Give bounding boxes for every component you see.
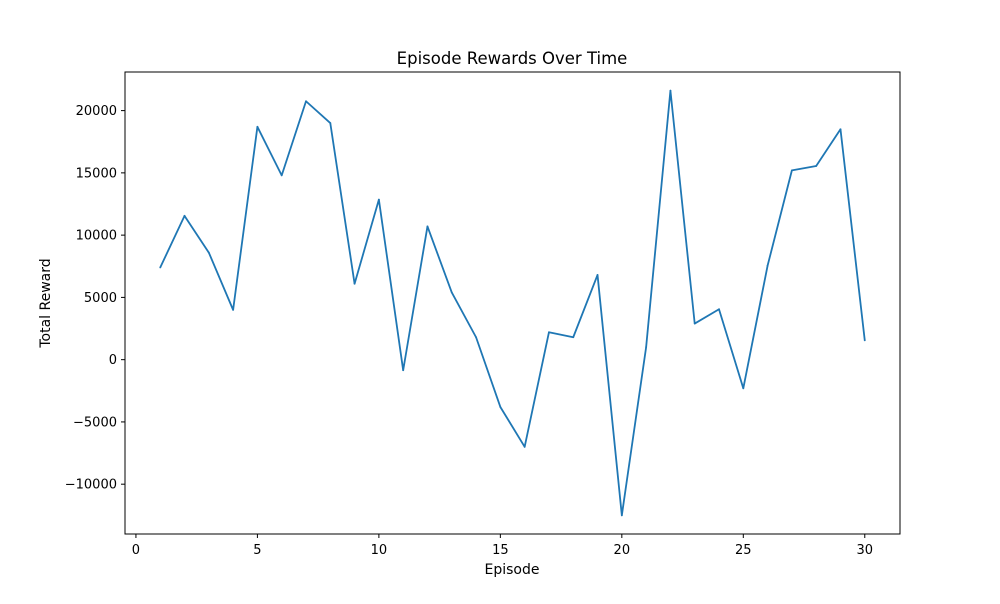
data-point: [523, 445, 526, 448]
x-tick-label: 15: [492, 543, 509, 558]
data-point: [377, 198, 380, 201]
data-point: [815, 165, 818, 167]
data-point: [839, 128, 842, 131]
data-point: [207, 251, 210, 254]
x-tick-label: 30: [856, 543, 873, 558]
y-tick-label: 15000: [76, 166, 117, 181]
series-layer: [159, 89, 866, 517]
x-tick-label: 0: [132, 543, 140, 558]
x-tick-label: 25: [735, 543, 752, 558]
x-axis-label: Episode: [485, 562, 540, 578]
data-point: [572, 336, 575, 339]
data-point: [426, 225, 429, 228]
data-point: [718, 308, 720, 311]
data-point: [693, 322, 696, 325]
data-point: [742, 387, 745, 390]
data-point: [790, 169, 793, 172]
data-point: [402, 369, 405, 372]
data-point: [596, 274, 599, 276]
data-point: [645, 346, 648, 349]
y-tick-label: 5000: [84, 291, 117, 306]
data-point: [766, 264, 769, 267]
data-point: [863, 339, 866, 342]
x-tick-label: 10: [371, 543, 388, 558]
series-line: [159, 89, 866, 517]
data-point: [475, 336, 477, 339]
chart-title: Episode Rewards Over Time: [397, 49, 628, 68]
data-point: [256, 125, 259, 128]
data-point: [669, 89, 672, 92]
x-tick-label: 5: [253, 543, 261, 558]
data-point: [450, 291, 453, 294]
y-axis-label: Total Reward: [38, 258, 54, 348]
data-point: [329, 122, 332, 124]
y-tick-label: 20000: [76, 104, 117, 119]
x-tick-label: 20: [614, 543, 631, 558]
data-point: [548, 331, 550, 334]
data-point: [499, 406, 502, 408]
y-tick-label: 10000: [76, 229, 117, 244]
data-point: [280, 174, 283, 177]
data-point: [183, 214, 186, 217]
y-tick-label: −10000: [65, 478, 117, 493]
plot-frame: [124, 71, 901, 535]
y-axis-ticks: −10000 −5000 0 5000 10000 15000 20000: [65, 104, 125, 493]
x-axis-ticks: 0 5 10 15 20 25 30: [132, 534, 873, 558]
data-point: [232, 308, 235, 311]
data-point: [620, 514, 623, 517]
data-point: [305, 100, 307, 103]
data-point: [353, 282, 356, 285]
y-tick-label: 0: [109, 353, 117, 368]
y-tick-label: −5000: [73, 415, 117, 430]
data-point: [159, 266, 162, 269]
